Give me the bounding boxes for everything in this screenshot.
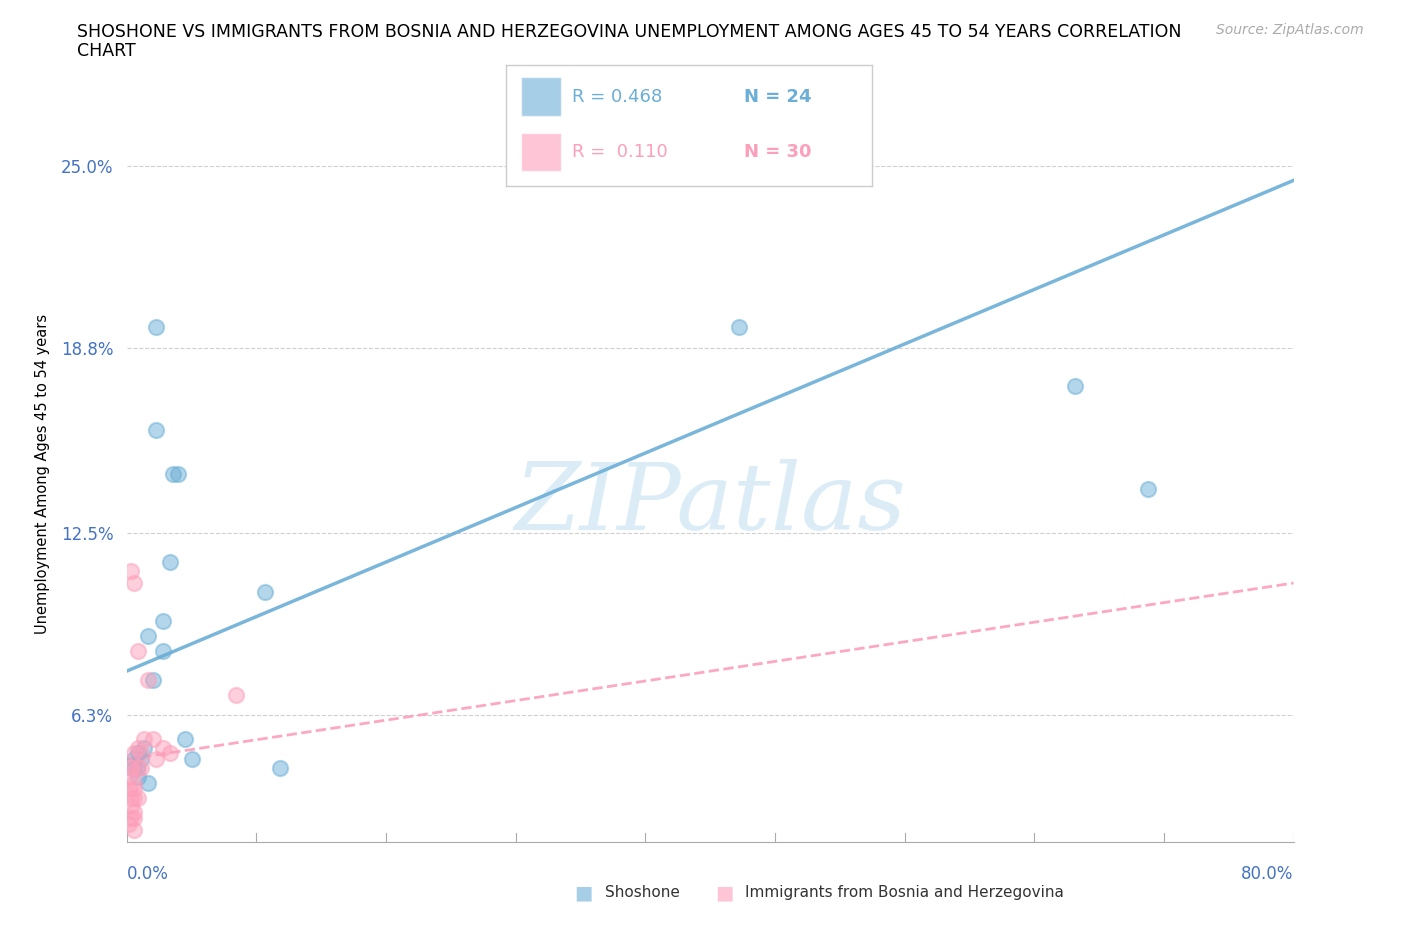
Point — [127, 769, 149, 784]
Point — [118, 769, 141, 784]
Point — [145, 423, 167, 438]
Point — [120, 811, 142, 826]
Point — [127, 740, 149, 755]
Point — [152, 644, 174, 658]
Point — [159, 746, 181, 761]
Text: SHOSHONE VS IMMIGRANTS FROM BOSNIA AND HERZEGOVINA UNEMPLOYMENT AMONG AGES 45 TO: SHOSHONE VS IMMIGRANTS FROM BOSNIA AND H… — [77, 23, 1182, 41]
Point — [125, 761, 148, 776]
Point — [138, 629, 160, 644]
Point — [129, 746, 152, 761]
Point — [132, 740, 155, 755]
Point — [269, 761, 291, 776]
Text: R = 0.468: R = 0.468 — [572, 87, 662, 105]
Text: R =  0.110: R = 0.110 — [572, 143, 668, 161]
Text: N = 30: N = 30 — [744, 143, 811, 161]
Point — [122, 822, 145, 837]
Point — [122, 790, 145, 805]
Point — [138, 672, 160, 687]
Bar — [520, 133, 561, 171]
Point — [142, 731, 165, 746]
Point — [138, 776, 160, 790]
Point — [118, 817, 141, 831]
Text: ■: ■ — [714, 884, 734, 902]
Text: ZIPatlas: ZIPatlas — [515, 458, 905, 549]
Point — [166, 467, 188, 482]
Point — [122, 776, 145, 790]
Point — [120, 790, 142, 805]
Point — [145, 320, 167, 335]
Point — [254, 584, 277, 599]
Text: 80.0%: 80.0% — [1241, 865, 1294, 883]
Point — [122, 811, 145, 826]
Text: Shoshone: Shoshone — [605, 885, 679, 900]
Y-axis label: Unemployment Among Ages 45 to 54 years: Unemployment Among Ages 45 to 54 years — [35, 314, 49, 634]
Point — [129, 752, 152, 767]
Point — [152, 740, 174, 755]
Point — [122, 752, 145, 767]
Point — [132, 731, 155, 746]
Text: N = 24: N = 24 — [744, 87, 811, 105]
Point — [181, 752, 204, 767]
Text: ■: ■ — [574, 884, 593, 902]
Point — [120, 761, 142, 776]
Point — [122, 781, 145, 796]
Point — [120, 761, 142, 776]
Text: Source: ZipAtlas.com: Source: ZipAtlas.com — [1216, 23, 1364, 37]
Point — [152, 614, 174, 629]
Point — [159, 555, 181, 570]
Point — [118, 781, 141, 796]
Point — [127, 644, 149, 658]
Point — [120, 799, 142, 814]
Point — [122, 576, 145, 591]
Point — [120, 564, 142, 578]
Point — [122, 804, 145, 819]
Point — [129, 761, 152, 776]
Text: 0.0%: 0.0% — [127, 865, 169, 883]
Text: Immigrants from Bosnia and Herzegovina: Immigrants from Bosnia and Herzegovina — [745, 885, 1064, 900]
Point — [1136, 482, 1159, 497]
Text: CHART: CHART — [77, 42, 136, 60]
Point — [127, 761, 149, 776]
Point — [1063, 379, 1085, 393]
Point — [142, 672, 165, 687]
Point — [225, 687, 247, 702]
Point — [145, 752, 167, 767]
Point — [728, 320, 751, 335]
Point — [127, 790, 149, 805]
Point — [122, 746, 145, 761]
Point — [127, 746, 149, 761]
Point — [174, 731, 197, 746]
Point — [162, 467, 184, 482]
Point — [122, 761, 145, 776]
Bar — [520, 77, 561, 116]
